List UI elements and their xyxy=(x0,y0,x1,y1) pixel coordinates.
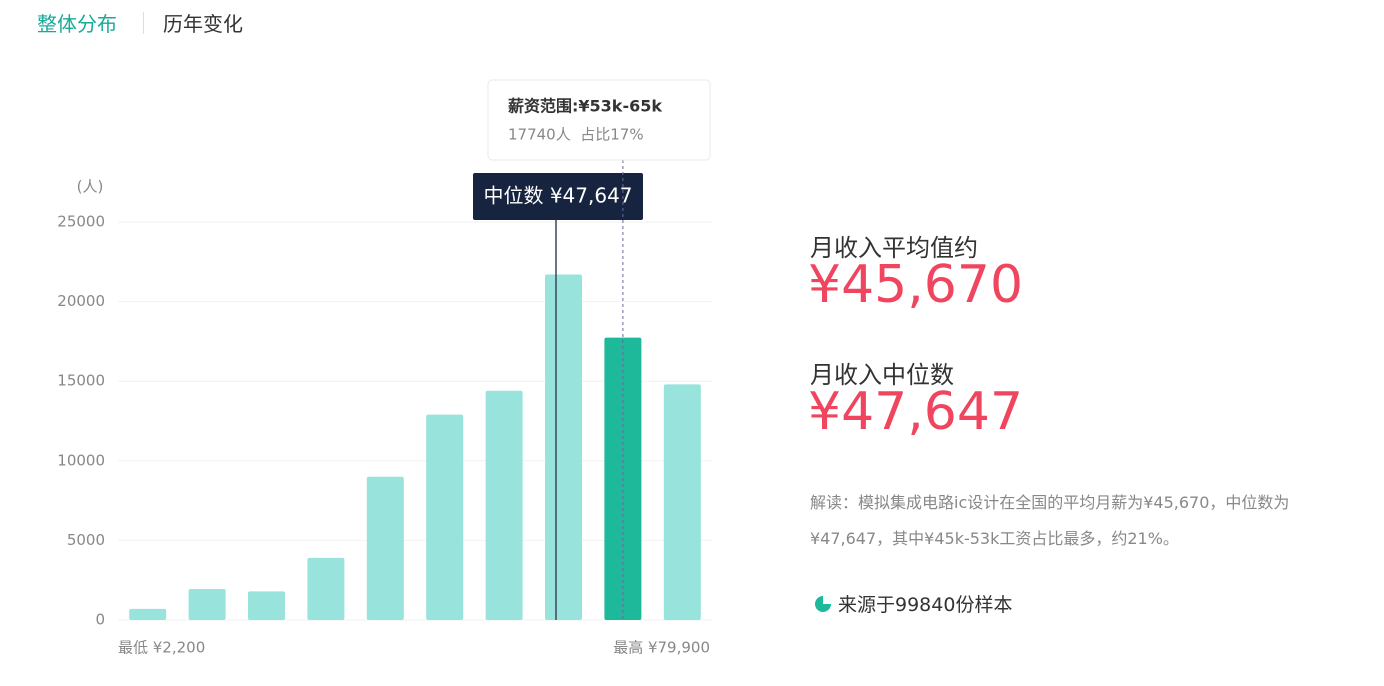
bar xyxy=(307,557,345,620)
y-tick-label: 5000 xyxy=(67,531,105,549)
y-unit: (人) xyxy=(77,178,104,196)
source: 来源于99840份样本 xyxy=(838,594,1013,616)
x-min-label: 最低 ¥2,200 xyxy=(118,639,205,657)
tab[interactable]: 整体分布 xyxy=(37,12,117,36)
median-label: 月收入中位数 xyxy=(810,361,954,389)
bar xyxy=(129,608,167,620)
median-label: 中位数 ¥47,647 xyxy=(483,184,632,208)
median-label-box xyxy=(473,173,643,220)
y-tick-label: 10000 xyxy=(57,451,105,469)
y-tick-label: 0 xyxy=(95,611,105,629)
pie-icon xyxy=(815,596,831,612)
tooltip-body: 17740人 占比17% xyxy=(508,126,644,144)
mean-label: 月收入平均值约 xyxy=(810,234,978,262)
bar xyxy=(485,390,523,620)
median-value: ¥47,647 xyxy=(808,382,1024,442)
chart: (人) 最低 ¥2,200 最高 ¥79,900 0 5000 10000 15000… xyxy=(57,79,712,657)
tooltip-box xyxy=(487,79,711,161)
y-tick-label: 25000 xyxy=(57,213,105,231)
bar xyxy=(248,591,285,620)
tab[interactable]: 历年变化 xyxy=(163,12,243,36)
x-max-label: 最高 ¥79,900 xyxy=(613,639,710,657)
bar xyxy=(426,414,464,620)
bar xyxy=(545,274,582,620)
bar xyxy=(366,476,404,620)
bar xyxy=(188,588,226,620)
mean-value: ¥45,670 xyxy=(808,255,1024,315)
note: 解读：模拟集成电路ic设计在全国的平均月薪为¥45,670，中位数为¥47,64… xyxy=(810,493,1290,548)
tooltip-title: 薪资范围:¥53k-65k xyxy=(508,97,662,116)
bar xyxy=(663,384,701,620)
y-tick-label: 15000 xyxy=(57,372,105,390)
tab-separator xyxy=(143,12,144,34)
y-tick-label: 20000 xyxy=(57,292,105,310)
